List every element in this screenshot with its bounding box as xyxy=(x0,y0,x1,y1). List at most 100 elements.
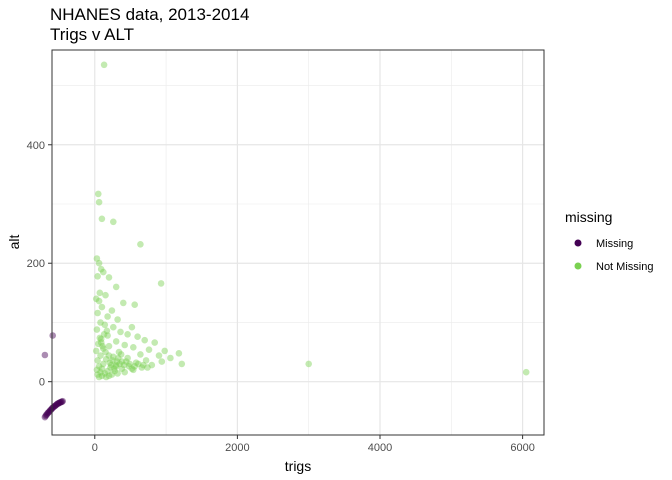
point-not-missing xyxy=(102,348,109,356)
point-missing xyxy=(53,401,60,409)
point-not-missing xyxy=(108,371,116,378)
point-not-missing xyxy=(105,372,113,380)
point-not-missing xyxy=(126,360,133,368)
point-not-missing xyxy=(100,360,107,368)
point-not-missing xyxy=(124,354,131,362)
point-not-missing xyxy=(103,327,111,335)
point-not-missing xyxy=(110,323,117,331)
point-not-missing xyxy=(94,357,101,364)
point-not-missing xyxy=(158,358,166,365)
point-not-missing xyxy=(106,359,114,367)
x-tick-label: 6000 xyxy=(510,442,534,454)
point-missing xyxy=(58,398,66,406)
point-not-missing xyxy=(114,316,121,323)
point-missing xyxy=(43,411,50,419)
point-not-missing xyxy=(128,365,136,373)
point-not-missing xyxy=(138,364,146,371)
point-missing xyxy=(55,400,62,407)
point-missing xyxy=(42,412,49,420)
point-not-missing xyxy=(107,361,115,369)
point-not-missing xyxy=(95,297,103,305)
point-missing xyxy=(45,409,52,416)
point-not-missing xyxy=(141,336,148,344)
point-not-missing xyxy=(95,373,103,381)
point-not-missing xyxy=(93,326,101,333)
point-not-missing xyxy=(94,371,101,378)
point-not-missing xyxy=(95,363,103,370)
point-not-missing xyxy=(175,350,183,357)
point-not-missing xyxy=(108,307,116,314)
legend-key-missing xyxy=(574,239,582,247)
point-not-missing xyxy=(121,341,128,349)
series-not-missing xyxy=(92,61,530,381)
point-not-missing xyxy=(148,361,156,369)
point-not-missing xyxy=(97,352,104,359)
point-not-missing xyxy=(116,360,123,368)
point-not-missing xyxy=(114,370,121,377)
point-not-missing xyxy=(167,354,174,362)
point-missing xyxy=(48,406,55,413)
point-not-missing xyxy=(112,361,120,369)
x-tick-label: 4000 xyxy=(368,442,392,454)
point-not-missing xyxy=(117,328,124,336)
y-tick-label: 0 xyxy=(39,377,45,389)
point-not-missing xyxy=(102,291,109,299)
point-not-missing xyxy=(97,339,105,346)
minor-gridlines xyxy=(52,50,544,435)
point-not-missing xyxy=(110,218,117,226)
point-not-missing xyxy=(122,358,130,365)
point-not-missing xyxy=(92,347,100,355)
point-not-missing xyxy=(104,313,111,320)
point-not-missing xyxy=(128,323,136,331)
point-not-missing xyxy=(305,360,313,368)
point-not-missing xyxy=(101,370,109,377)
point-not-missing xyxy=(151,339,158,346)
point-missing xyxy=(41,413,49,421)
y-axis-ticks: 0 200 400 xyxy=(27,140,52,389)
point-not-missing xyxy=(113,358,121,365)
point-not-missing xyxy=(178,360,186,368)
point-not-missing xyxy=(131,301,138,309)
point-missing xyxy=(51,402,59,410)
plot-panel xyxy=(41,49,545,436)
point-not-missing xyxy=(97,368,104,376)
point-not-missing xyxy=(130,366,137,374)
point-not-missing xyxy=(96,334,104,342)
point-not-missing xyxy=(161,347,168,355)
point-not-missing xyxy=(93,366,101,374)
point-not-missing xyxy=(104,367,111,375)
point-not-missing xyxy=(137,241,144,248)
point-not-missing xyxy=(97,265,105,273)
point-not-missing xyxy=(97,319,104,326)
point-not-missing xyxy=(118,365,126,373)
point-not-missing xyxy=(110,365,118,373)
point-not-missing xyxy=(155,352,163,359)
major-gridlines xyxy=(52,50,544,435)
point-not-missing xyxy=(104,332,111,339)
point-not-missing xyxy=(105,274,113,281)
legend-item-missing: Missing xyxy=(574,238,633,250)
point-not-missing xyxy=(117,351,125,358)
point-not-missing xyxy=(125,363,133,370)
point-not-missing xyxy=(100,345,107,352)
chart-subtitle: Trigs v ALT xyxy=(50,25,134,44)
point-not-missing xyxy=(112,338,120,345)
point-not-missing xyxy=(140,361,147,369)
point-not-missing xyxy=(134,333,141,341)
point-not-missing xyxy=(102,355,110,363)
point-missing xyxy=(52,402,59,409)
point-missing xyxy=(54,400,61,407)
point-missing xyxy=(49,404,56,412)
point-not-missing xyxy=(93,255,101,262)
point-missing xyxy=(56,399,64,406)
point-not-missing xyxy=(130,344,137,351)
point-not-missing xyxy=(92,295,100,303)
y-axis-title: alt xyxy=(6,235,22,250)
point-not-missing xyxy=(135,360,142,368)
point-not-missing xyxy=(105,352,113,359)
point-not-missing xyxy=(105,342,113,350)
chart-title: NHANES data, 2013-2014 xyxy=(50,5,249,24)
point-not-missing xyxy=(98,365,106,373)
x-tick-label: 0 xyxy=(92,442,98,454)
